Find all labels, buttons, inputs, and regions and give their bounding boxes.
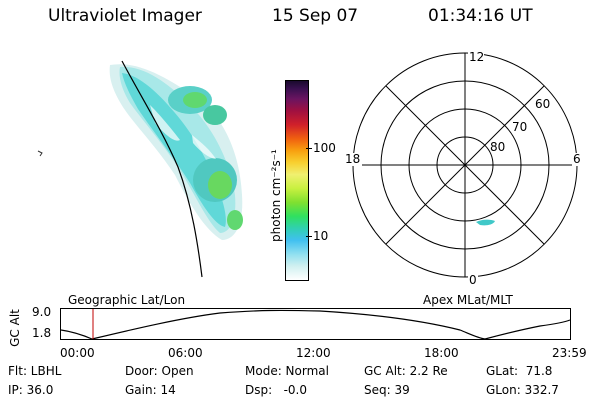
colorbar-unit-label: photon cm⁻²s⁻¹ xyxy=(269,149,283,242)
date-label: 15 Sep 07 xyxy=(272,6,359,26)
altitude-plot xyxy=(60,308,571,340)
colorbar-tick-10 xyxy=(306,236,312,237)
mlt-label-18: 18 xyxy=(345,152,360,166)
lat-label-80: 80 xyxy=(490,140,505,154)
altitude-frame xyxy=(60,308,571,340)
info-ip: IP: 36.0 xyxy=(8,383,54,397)
info-gain: Gain: 14 xyxy=(125,383,176,397)
altitude-curve xyxy=(60,309,571,340)
polar-plot: 12 0 18 6 80 70 60 xyxy=(344,50,582,287)
colorbar-label-100: 100 xyxy=(313,141,336,155)
meridian-diagonal-2 xyxy=(385,85,545,245)
mlt-label-bg-bottom xyxy=(468,273,478,286)
terminator-line xyxy=(121,60,203,278)
mlt-label-bg-right xyxy=(572,153,582,166)
mlt-label-0: 0 xyxy=(469,273,477,287)
time-label: 01:34:16 UT xyxy=(428,6,533,26)
info-seq: Seq: 39 xyxy=(364,383,410,397)
info-flt: Flt: LBHL xyxy=(8,364,62,378)
altitude-ytick-top: 9.0 xyxy=(32,305,52,319)
instrument-title: Ultraviolet Imager xyxy=(48,6,202,26)
colorbar xyxy=(285,80,309,281)
xtick-1200: 12:00 xyxy=(296,346,331,360)
aurora-spot xyxy=(476,219,495,226)
info-gc-alt: GC Alt: 2.2 Re xyxy=(364,364,448,378)
aurora-emission xyxy=(109,64,243,240)
mlt-label-12: 12 xyxy=(469,50,484,64)
info-door: Door: Open xyxy=(125,364,194,378)
info-dsp: Dsp: -0.0 xyxy=(245,383,308,397)
info-glat: GLat: 71.8 xyxy=(486,364,553,378)
xtick-2359: 23:59 xyxy=(552,346,587,360)
altitude-ylabel: GC Alt xyxy=(7,309,22,347)
xtick-0600: 06:00 xyxy=(168,346,203,360)
altitude-right-title: Apex MLat/MLT xyxy=(423,293,513,307)
lat-label-60: 60 xyxy=(535,97,550,111)
lat-label-70: 70 xyxy=(512,120,527,134)
altitude-ytick-bottom: 1.8 xyxy=(32,326,52,340)
geographic-image xyxy=(37,60,243,278)
coast-fragment xyxy=(37,150,43,157)
mlt-label-bg-left xyxy=(344,153,362,166)
info-glon: GLon: 332.7 xyxy=(486,383,559,397)
xtick-1800: 18:00 xyxy=(424,346,459,360)
colorbar-tick-100 xyxy=(306,148,312,149)
colorbar-label-10: 10 xyxy=(313,229,329,243)
mlt-label-6: 6 xyxy=(573,152,581,166)
altitude-left-title: Geographic Lat/Lon xyxy=(68,293,186,307)
mlt-label-bg-top xyxy=(468,50,484,63)
info-mode: Mode: Normal xyxy=(245,364,329,378)
xtick-0000: 00:00 xyxy=(60,346,95,360)
